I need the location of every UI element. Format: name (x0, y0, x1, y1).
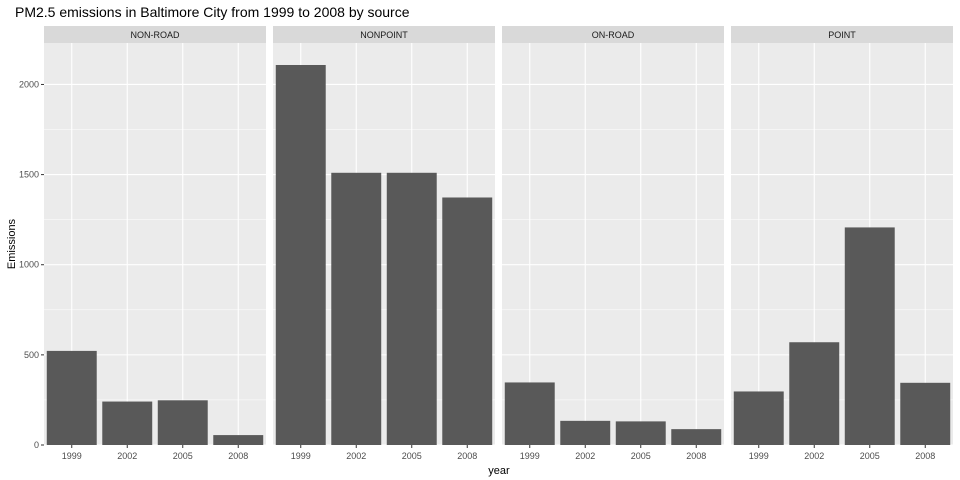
x-tick-label: 2005 (860, 451, 880, 461)
bar-point-2008 (900, 382, 951, 445)
facet-strip (731, 26, 953, 43)
y-tick-label: 1500 (19, 170, 39, 180)
x-tick-label: 2002 (117, 451, 137, 461)
facet-strip-label: POINT (828, 30, 856, 40)
x-tick-label: 1999 (291, 451, 311, 461)
facet-point: POINT 1999 2002 2005 2008 (731, 26, 953, 461)
facet-strip (44, 26, 266, 43)
bar-on-road-1999 (504, 382, 555, 445)
facet-non-road: NON-ROAD 1999 2002 2005 2008 (44, 26, 266, 461)
facet-strip (502, 26, 724, 43)
x-tick-label: 1999 (749, 451, 769, 461)
x-tick-label: 2008 (686, 451, 706, 461)
facet-strip-label: NON-ROAD (131, 30, 180, 40)
x-tick-label: 2005 (631, 451, 651, 461)
x-tick-label: 2005 (173, 451, 193, 461)
x-tick-label: 1999 (62, 451, 82, 461)
x-axis-title: year (488, 465, 510, 477)
bar-point-1999 (733, 391, 784, 445)
x-tick-label: 2005 (402, 451, 422, 461)
bar-point-2005 (844, 227, 895, 445)
x-tick-label: 1999 (520, 451, 540, 461)
bar-point-2002 (789, 342, 840, 445)
y-tick-label: 1000 (19, 260, 39, 270)
x-tick-label: 2008 (457, 451, 477, 461)
x-tick-label: 2002 (346, 451, 366, 461)
facet-panel-background (502, 43, 724, 445)
bar-non-road-2002 (102, 401, 153, 445)
x-tick-label: 2002 (575, 451, 595, 461)
chart-title: PM2.5 emissions in Baltimore City from 1… (15, 4, 410, 20)
bar-on-road-2008 (671, 429, 722, 445)
x-tick-label: 2008 (228, 451, 248, 461)
x-tick-label: 2002 (804, 451, 824, 461)
bar-nonpoint-2002 (331, 172, 382, 446)
bar-nonpoint-2005 (386, 172, 437, 446)
bar-non-road-2005 (157, 400, 208, 445)
facet-panels: NON-ROAD 1999 2002 2005 2008 NONPOINT 1999 2002… (44, 26, 953, 461)
y-tick-label: 0 (34, 440, 39, 450)
bar-nonpoint-1999 (275, 64, 326, 445)
facet-strip (273, 26, 495, 43)
y-tick-label: 2000 (19, 79, 39, 89)
bar-on-road-2002 (560, 420, 611, 445)
bar-on-road-2005 (615, 421, 666, 445)
x-tick-label: 2008 (915, 451, 935, 461)
facet-panel-background (731, 43, 953, 445)
y-axis-title: Emissions (6, 218, 18, 269)
facet-on-road: ON-ROAD 1999 2002 2005 2008 (502, 26, 724, 461)
bar-non-road-2008 (213, 435, 264, 445)
y-tick-label: 500 (24, 350, 39, 360)
y-axis: 0 500 1000 1500 2000 (19, 79, 44, 450)
facet-nonpoint: NONPOINT 1999 2002 2005 2008 (273, 26, 495, 461)
facet-strip-label: NONPOINT (360, 30, 408, 40)
facet-strip-label: ON-ROAD (592, 30, 635, 40)
bar-non-road-1999 (46, 350, 97, 445)
bar-nonpoint-2008 (442, 197, 493, 445)
